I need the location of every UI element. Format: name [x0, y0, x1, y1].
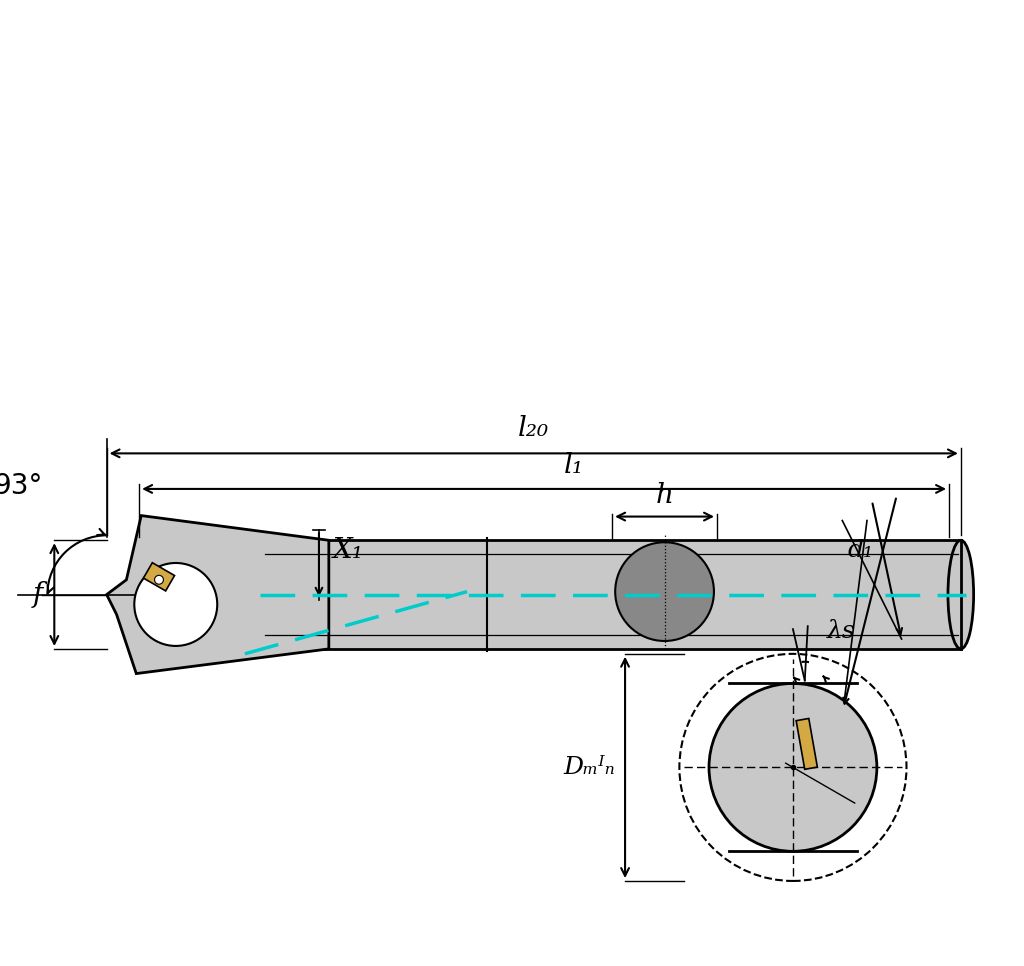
Text: λs: λs	[826, 619, 855, 642]
Circle shape	[615, 542, 714, 641]
Text: l₁: l₁	[564, 452, 584, 479]
Text: Dₘᴵₙ: Dₘᴵₙ	[563, 755, 615, 779]
Circle shape	[679, 654, 906, 881]
Text: h: h	[655, 482, 674, 509]
Text: l₂₀: l₂₀	[518, 414, 549, 441]
Text: 93°: 93°	[0, 472, 42, 500]
FancyBboxPatch shape	[264, 540, 961, 649]
Text: d₁: d₁	[847, 539, 873, 561]
Polygon shape	[106, 516, 329, 673]
Text: f: f	[32, 582, 42, 608]
Circle shape	[155, 576, 164, 584]
Circle shape	[709, 684, 877, 851]
Polygon shape	[796, 719, 817, 769]
Text: X₁: X₁	[333, 537, 364, 563]
Circle shape	[134, 563, 217, 646]
Ellipse shape	[948, 540, 974, 649]
Polygon shape	[143, 562, 174, 591]
